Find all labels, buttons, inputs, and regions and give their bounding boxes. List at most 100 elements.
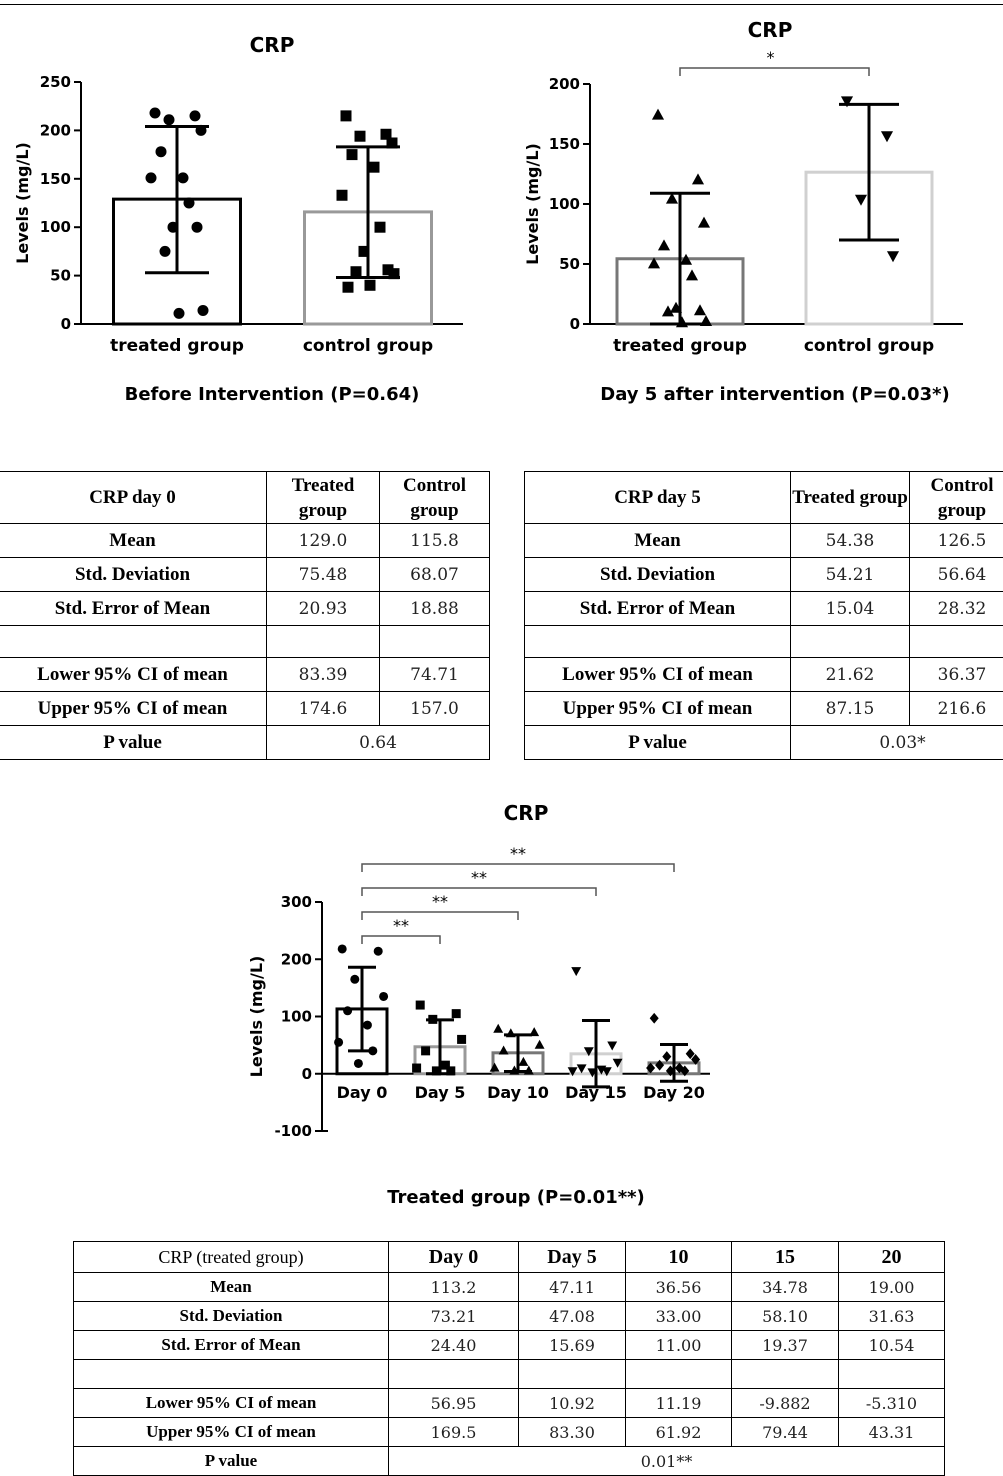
row-label: Mean	[0, 524, 267, 558]
table-row: Std. Error of Mean 20.93 18.88	[0, 592, 490, 626]
table-cell: 18.88	[380, 592, 490, 626]
table-cell: 83.30	[519, 1418, 626, 1447]
chart-title: CRP	[748, 18, 793, 42]
table-row: Upper 95% CI of mean 174.6 157.0	[0, 692, 490, 726]
table-cell: 19.37	[732, 1331, 839, 1360]
table-cell: 11.19	[626, 1389, 732, 1418]
table-row: Mean 113.2 47.11 36.56 34.78 19.00	[74, 1273, 945, 1302]
data-point	[198, 305, 209, 316]
table-row	[74, 1360, 945, 1389]
bar-group	[568, 967, 623, 1087]
table-row: Lower 95% CI of mean 83.39 74.71	[0, 658, 490, 692]
table-cell: 36.56	[626, 1273, 732, 1302]
row-label: Upper 95% CI of mean	[525, 692, 791, 726]
y-axis-label: Levels (mg/L)	[13, 142, 32, 264]
table-row: Std. Deviation 54.21 56.64	[525, 558, 1003, 592]
y-tick-label: 0	[302, 1065, 312, 1083]
row-label: Lower 95% CI of mean	[74, 1389, 389, 1418]
data-point	[365, 280, 376, 291]
significance-bracket	[362, 864, 674, 872]
table-cell: 10.92	[519, 1389, 626, 1418]
y-tick-label: 50	[559, 255, 580, 273]
table-cell: 47.11	[519, 1273, 626, 1302]
top-rule	[0, 4, 1003, 5]
table-cell	[380, 626, 490, 658]
y-tick-label: 150	[40, 170, 71, 188]
table-cell	[389, 1360, 519, 1389]
table-cell: 10.54	[839, 1331, 945, 1360]
table-cell	[791, 626, 910, 658]
row-label: P value	[525, 726, 791, 760]
table-cell: 54.38	[791, 524, 910, 558]
table-cell: 19.00	[839, 1273, 945, 1302]
row-label: Std. Error of Mean	[74, 1331, 389, 1360]
stats-table-day5: CRP day 5 Treated group Control group Me…	[524, 471, 1003, 760]
table-cell	[519, 1360, 626, 1389]
table-cell: -5.310	[839, 1389, 945, 1418]
table-cell: 20.93	[267, 592, 380, 626]
data-point	[421, 1046, 430, 1055]
table-header-cell: Day 5	[519, 1242, 626, 1273]
table-row	[525, 626, 1003, 658]
table-cell: 113.2	[389, 1273, 519, 1302]
x-tick-label: Day 5	[415, 1083, 466, 1102]
chart-title: CRP	[250, 33, 295, 57]
y-tick-label: 50	[50, 267, 71, 285]
significance-label: **	[432, 892, 448, 911]
table-header-cell: CRP day 0	[0, 472, 267, 524]
chart-title: CRP	[504, 801, 549, 825]
data-point	[334, 1038, 343, 1047]
table-header-cell: Control group	[910, 472, 1003, 524]
table-header-cell: Control group	[380, 472, 490, 524]
table-cell: 174.6	[267, 692, 380, 726]
row-label: Std. Deviation	[0, 558, 267, 592]
data-point	[337, 190, 348, 201]
table-header-cell: 20	[839, 1242, 945, 1273]
data-point	[457, 1035, 466, 1044]
y-tick-label: 0	[61, 315, 71, 333]
table-cell: 126.5	[910, 524, 1003, 558]
row-label: Std. Error of Mean	[0, 592, 267, 626]
y-tick-label: 100	[549, 195, 580, 213]
bar-group	[646, 1013, 700, 1081]
table-cell	[626, 1360, 732, 1389]
table-row: P value 0.01**	[74, 1447, 945, 1476]
y-axis-label: Levels (mg/L)	[247, 956, 266, 1078]
y-tick-label: 200	[549, 75, 580, 93]
data-point	[341, 110, 352, 121]
data-point	[369, 162, 380, 173]
y-tick-label: 200	[40, 121, 71, 139]
p-value-cell: 0.01**	[389, 1447, 945, 1476]
table-row: Mean 54.38 126.5	[525, 524, 1003, 558]
data-point	[363, 1021, 372, 1030]
x-tick-label: control group	[303, 336, 433, 356]
significance-bracket	[362, 888, 596, 896]
stats-table-day0: CRP day 0 Treated group Control group Me…	[0, 471, 490, 760]
data-point	[375, 222, 386, 233]
data-point	[374, 947, 383, 956]
table-cell: 87.15	[791, 692, 910, 726]
data-point	[881, 131, 893, 142]
p-value-cell: 0.03*	[791, 726, 1003, 760]
data-point	[350, 975, 359, 984]
table-header-cell: Treated group	[791, 472, 910, 524]
x-tick-label: control group	[804, 336, 934, 356]
table-cell	[732, 1360, 839, 1389]
table-cell: 74.71	[380, 658, 490, 692]
significance-bracket	[362, 936, 440, 944]
data-point	[343, 282, 354, 293]
x-tick-label: treated group	[613, 336, 747, 356]
x-tick-label: treated group	[110, 336, 244, 356]
data-point	[652, 109, 664, 120]
bar-group	[490, 1024, 545, 1075]
data-point	[452, 1009, 461, 1018]
table-header-cell: 10	[626, 1242, 732, 1273]
table-cell: 169.5	[389, 1418, 519, 1447]
table-header-cell: CRP day 5	[525, 472, 791, 524]
p-value-cell: 0.64	[267, 726, 490, 760]
row-label	[74, 1360, 389, 1389]
data-point	[379, 992, 388, 1001]
significance-label: **	[510, 844, 526, 863]
